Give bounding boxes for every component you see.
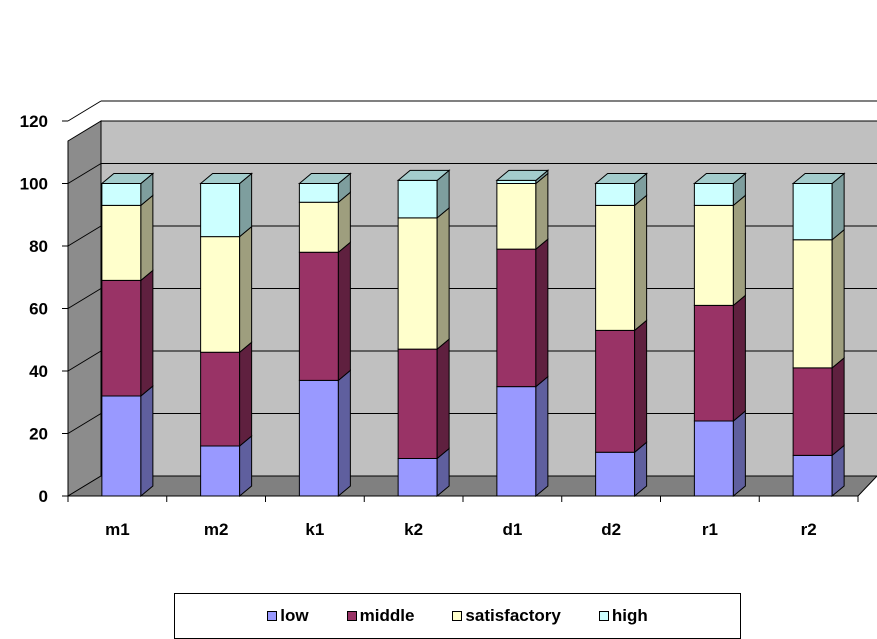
bar-side-satisfactory-r2	[831, 228, 845, 369]
bar-side-satisfactory-d1	[535, 172, 549, 251]
bar-satisfactory-d2	[595, 204, 636, 331]
x-tick-label-m1: m1	[105, 520, 130, 539]
y-tick-label: 100	[20, 175, 48, 194]
bar-high-k2	[397, 179, 438, 219]
legend-swatch-satisfactory	[452, 611, 463, 621]
bar-side-middle-d2	[634, 319, 648, 454]
bar-side-satisfactory-m1	[140, 194, 154, 282]
x-tick-label-k2: k2	[404, 520, 423, 539]
bar-satisfactory-k1	[298, 201, 339, 253]
x-tick-label-d2: d2	[601, 520, 621, 539]
bar-middle-m1	[101, 279, 142, 397]
bar-side-low-k1	[337, 369, 351, 498]
bar-high-m1	[101, 183, 142, 206]
legend: low middle satisfactory high	[174, 593, 741, 639]
bar-side-low-d1	[535, 375, 549, 498]
bar-side-satisfactory-d2	[634, 194, 648, 332]
legend-swatch-high	[598, 611, 609, 621]
bar-side-low-r1	[732, 409, 746, 498]
x-tick-label-m2: m2	[204, 520, 229, 539]
bar-top-high-k2	[396, 169, 451, 181]
y-tick-label: 60	[29, 300, 48, 319]
bar-side-middle-m1	[140, 269, 154, 398]
bar-top-high-d1	[495, 169, 550, 181]
chart-plot: 0 20 40 60 80 100 120 m1 m2 k1 k2 d1 d2 r1 r2	[20, 100, 877, 539]
legend-label-low: low	[280, 606, 309, 625]
x-tick-label-r2: r2	[801, 520, 817, 539]
bar-top-high-m1	[100, 173, 155, 184]
legend-label-high: high	[611, 606, 648, 625]
bar-top-high-d2	[594, 173, 649, 184]
bar-satisfactory-m1	[101, 204, 142, 281]
bar-satisfactory-r1	[693, 204, 734, 306]
bar-middle-d2	[595, 329, 636, 453]
gridline-depth	[67, 288, 102, 309]
bar-side-middle-d1	[535, 238, 549, 388]
bar-high-d2	[595, 183, 636, 206]
bar-middle-k1	[298, 251, 339, 381]
bar-low-k2	[397, 458, 438, 497]
legend-swatch-middle	[346, 611, 357, 621]
y-tick-label: 120	[20, 112, 48, 131]
gridline-depth	[67, 163, 102, 184]
bar-middle-r1	[693, 304, 734, 422]
bar-satisfactory-d1	[496, 183, 537, 250]
x-tick-label-k1: k1	[305, 520, 324, 539]
bar-middle-k2	[397, 348, 438, 459]
legend-swatch-low	[267, 611, 278, 621]
side-wall	[67, 120, 102, 497]
y-tick-label: 40	[29, 362, 48, 381]
bar-side-middle-r2	[831, 356, 845, 457]
bar-side-satisfactory-k2	[436, 206, 450, 351]
bar-side-satisfactory-r1	[732, 194, 746, 307]
bar-side-middle-m2	[239, 341, 253, 448]
bar-side-satisfactory-m2	[239, 225, 253, 354]
gridline-depth	[67, 100, 102, 122]
legend-label-middle: middle	[359, 606, 415, 625]
bar-side-middle-r1	[732, 294, 746, 423]
bar-low-r2	[792, 454, 833, 497]
bar-side-low-m1	[140, 384, 154, 498]
legend-label-satisfactory: satisfactory	[465, 606, 561, 625]
bar-side-high-m2	[239, 172, 253, 238]
bar-low-r1	[693, 420, 734, 497]
bar-satisfactory-m2	[200, 236, 241, 353]
bar-satisfactory-k2	[397, 217, 438, 350]
legend-item-satisfactory: satisfactory	[452, 606, 561, 626]
x-tick-label-r1: r1	[702, 520, 718, 539]
bar-low-d2	[595, 451, 636, 497]
bar-high-k1	[298, 183, 339, 203]
bar-high-r2	[792, 183, 833, 241]
bar-low-k1	[298, 379, 339, 497]
y-tick-label: 0	[39, 487, 48, 506]
bar-satisfactory-r2	[792, 239, 833, 369]
bar-middle-m2	[200, 351, 241, 447]
bar-top-high-m2	[199, 173, 254, 184]
bar-middle-d1	[496, 248, 537, 388]
bar-top-high-r1	[692, 173, 747, 184]
bar-side-high-r2	[831, 172, 845, 241]
gridline-depth	[67, 413, 102, 434]
gridline-depth	[67, 350, 102, 372]
y-tick-label: 80	[29, 237, 48, 256]
bar-high-r1	[693, 183, 734, 206]
bar-low-m2	[200, 445, 241, 497]
bar-low-m1	[101, 395, 142, 497]
bar-top-high-k1	[297, 173, 352, 184]
gridline-depth	[67, 225, 102, 247]
bar-side-middle-k1	[337, 241, 351, 382]
bar-top-high-r2	[791, 173, 846, 184]
x-tick-label-d1: d1	[502, 520, 522, 539]
y-tick-label: 20	[29, 425, 48, 444]
bar-side-middle-k2	[436, 338, 450, 460]
bar-middle-r2	[792, 367, 833, 456]
legend-item-low: low	[267, 606, 309, 626]
floor	[66, 475, 877, 497]
bar-high-m2	[200, 183, 241, 238]
legend-item-middle: middle	[346, 606, 415, 626]
legend-item-high: high	[598, 606, 648, 626]
bar-low-d1	[496, 386, 537, 497]
